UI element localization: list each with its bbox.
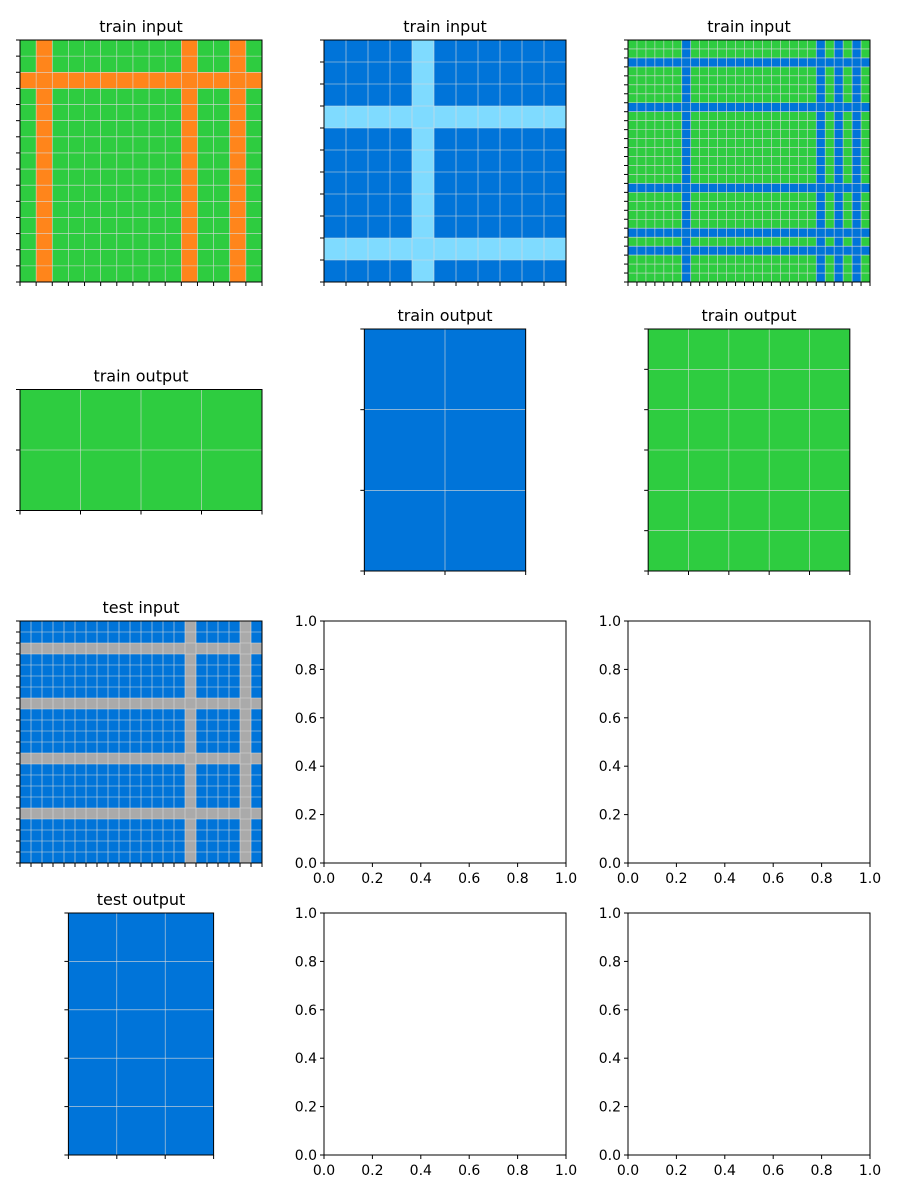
x-tick-label: 0.0 [617, 1163, 639, 1179]
x-tick-label: 0.6 [762, 871, 784, 887]
y-tick-label: 0.0 [599, 856, 621, 872]
x-tick-label: 0.2 [665, 871, 687, 887]
grid-panel: train output [16, 367, 263, 515]
grid-panel: test output [64, 890, 215, 1159]
x-tick-label: 0.4 [714, 871, 736, 887]
x-tick-label: 1.0 [859, 871, 881, 887]
panel-title: train input [403, 17, 486, 36]
y-tick-label: 0.6 [599, 711, 621, 727]
y-tick-label: 0.8 [599, 954, 621, 970]
x-tick-label: 1.0 [555, 1163, 577, 1179]
x-tick-label: 0.6 [762, 1163, 784, 1179]
x-tick-label: 0.6 [458, 1163, 480, 1179]
panel-title: train input [707, 17, 790, 36]
panel-title: train input [99, 17, 182, 36]
grid-line-col [834, 40, 844, 282]
y-tick-label: 1.0 [599, 614, 621, 630]
axes-frame [19, 39, 263, 283]
x-tick-label: 0.8 [506, 1163, 528, 1179]
axes-frame [627, 620, 871, 864]
y-tick-label: 0.4 [599, 759, 621, 775]
grid-line-row [628, 246, 870, 256]
y-tick-label: 0.8 [295, 954, 317, 970]
grid-line-row [20, 72, 262, 89]
grid-panel: train input [624, 17, 871, 286]
axes-frame [323, 620, 567, 864]
axes-frame [627, 912, 871, 1156]
y-tick-label: 0.6 [295, 711, 317, 727]
grid-line-col [181, 40, 198, 282]
panel-title: train output [701, 306, 796, 325]
grid-line-row [324, 238, 566, 260]
axes-frame [67, 912, 215, 1156]
x-tick-label: 0.8 [506, 871, 528, 887]
x-tick-label: 0.6 [458, 871, 480, 887]
grid-background [68, 913, 214, 1155]
panel-title: test input [103, 598, 180, 617]
y-tick-label: 0.0 [599, 1148, 621, 1164]
x-tick-label: 0.2 [361, 871, 383, 887]
y-tick-label: 0.2 [599, 808, 621, 824]
y-tick-label: 0.6 [599, 1003, 621, 1019]
axes-frame [323, 912, 567, 1156]
grid-line-row [628, 183, 870, 193]
empty-axes: 0.00.0 0.2 0.2 0.4 0.4 0.6 0.6 0.8 0.8 1.0 1.0 [599, 614, 881, 887]
grid-line-col [412, 40, 434, 282]
y-tick-label: 0.4 [599, 1051, 621, 1067]
y-tick-label: 0.2 [599, 1100, 621, 1116]
y-tick-label: 0.4 [295, 759, 317, 775]
grid-line-col [816, 40, 826, 282]
x-tick-label: 0.0 [313, 1163, 335, 1179]
empty-axes: 0.00.0 0.2 0.2 0.4 0.4 0.6 0.6 0.8 0.8 1.0 1.0 [599, 906, 881, 1179]
x-tick-label: 0.2 [361, 1163, 383, 1179]
y-tick-label: 1.0 [599, 906, 621, 922]
y-tick-label: 0.2 [295, 808, 317, 824]
grid-line-col [681, 40, 691, 282]
y-tick-label: 0.8 [599, 662, 621, 678]
x-tick-label: 0.4 [410, 1163, 432, 1179]
grid-line-row [628, 102, 870, 112]
y-tick-label: 0.0 [295, 856, 317, 872]
panel-title: test output [97, 890, 186, 909]
y-tick-label: 0.6 [295, 1003, 317, 1019]
y-tick-label: 1.0 [295, 906, 317, 922]
grid-background [628, 40, 870, 282]
panel-title: train output [93, 367, 188, 386]
grid-line-row [628, 57, 870, 67]
grid-line-col [36, 40, 53, 282]
y-tick-label: 0.0 [295, 1148, 317, 1164]
grid-panel: train output [360, 306, 527, 575]
axes-frame [323, 39, 567, 283]
grid-line-col [229, 40, 246, 282]
x-tick-label: 1.0 [555, 871, 577, 887]
x-tick-label: 0.0 [313, 871, 335, 887]
grid-panel: train input [320, 17, 567, 286]
x-tick-label: 0.2 [665, 1163, 687, 1179]
grid-line-col [852, 40, 862, 282]
grid-panel: train input [16, 17, 263, 286]
empty-axes: 0.00.0 0.2 0.2 0.4 0.4 0.6 0.6 0.8 0.8 1.0 1.0 [295, 614, 577, 887]
y-tick-label: 1.0 [295, 614, 317, 630]
empty-axes: 0.00.0 0.2 0.2 0.4 0.4 0.6 0.6 0.8 0.8 1.0 1.0 [295, 906, 577, 1179]
x-tick-label: 1.0 [859, 1163, 881, 1179]
grid-line-row [324, 106, 566, 128]
grid-panel: train output [644, 306, 851, 575]
y-tick-label: 0.4 [295, 1051, 317, 1067]
panel-title: train output [397, 306, 492, 325]
grid-line-row [628, 228, 870, 238]
x-tick-label: 0.8 [810, 871, 832, 887]
x-tick-label: 0.0 [617, 871, 639, 887]
x-tick-label: 0.8 [810, 1163, 832, 1179]
y-tick-label: 0.8 [295, 662, 317, 678]
x-tick-label: 0.4 [410, 871, 432, 887]
axes-frame [627, 39, 871, 283]
grid-panel: test input [16, 598, 263, 867]
y-tick-label: 0.2 [295, 1100, 317, 1116]
x-tick-label: 0.4 [714, 1163, 736, 1179]
